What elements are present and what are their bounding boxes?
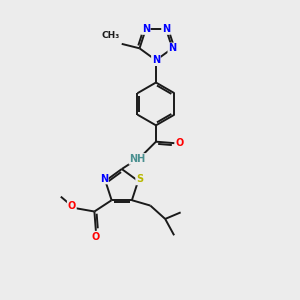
Text: CH₃: CH₃ bbox=[101, 31, 119, 40]
Text: O: O bbox=[92, 232, 100, 242]
Text: N: N bbox=[152, 55, 160, 65]
Text: S: S bbox=[136, 174, 143, 184]
Text: NH: NH bbox=[129, 154, 146, 164]
Text: N: N bbox=[162, 24, 170, 34]
Text: N: N bbox=[100, 174, 108, 184]
Text: O: O bbox=[176, 138, 184, 148]
Text: N: N bbox=[142, 24, 150, 34]
Text: O: O bbox=[68, 201, 76, 211]
Text: N: N bbox=[168, 43, 176, 53]
